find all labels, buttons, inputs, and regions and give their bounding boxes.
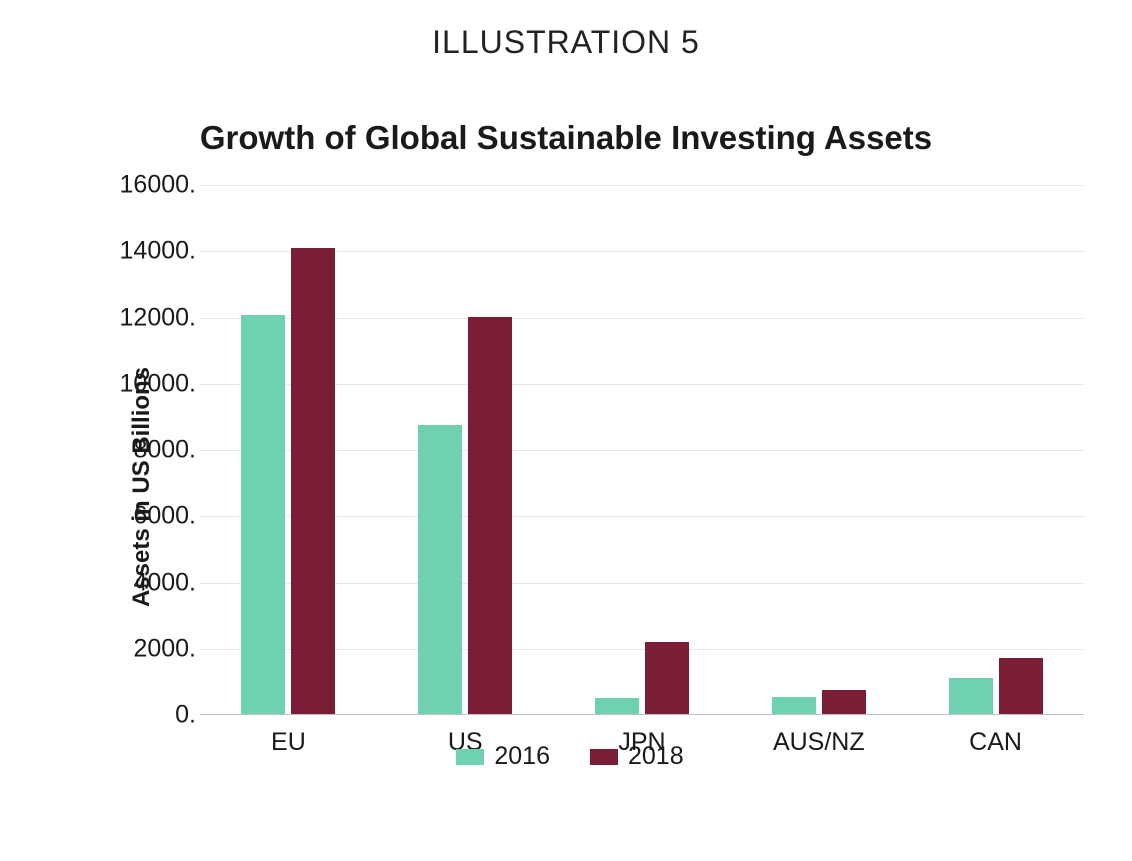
bar (772, 697, 816, 714)
legend: 2016 2018 (40, 742, 1100, 771)
bar (822, 690, 866, 715)
y-tick-label: 12000. (76, 303, 196, 332)
chart-container: Assets in US Billions EUUSJPNAUS/NZCAN 2… (40, 175, 1100, 775)
bar (645, 642, 689, 714)
bar (418, 425, 462, 714)
category-group: AUS/NZ (772, 690, 866, 715)
y-tick-label: 8000. (76, 436, 196, 465)
legend-item: 2016 (456, 742, 550, 771)
category-group: EU (241, 248, 335, 714)
y-tick-label: 10000. (76, 369, 196, 398)
bar (949, 678, 993, 714)
bars-row: EUUS JPN AUS/NZ CAN (200, 185, 1084, 714)
y-tick-label: 2000. (76, 634, 196, 663)
bar (291, 248, 335, 714)
legend-label: 2018 (628, 742, 684, 771)
bar (468, 317, 512, 714)
y-tick-label: 0. (76, 701, 196, 730)
plot-area: EUUS JPN AUS/NZ CAN (200, 185, 1084, 715)
category-group: CAN (949, 658, 1043, 714)
legend-item: 2018 (590, 742, 684, 771)
bar (999, 658, 1043, 714)
category-group: US (418, 317, 512, 714)
chart-title: Growth of Global Sustainable Investing A… (0, 119, 1132, 157)
y-tick-label: 14000. (76, 237, 196, 266)
legend-swatch (456, 749, 484, 765)
y-tick-label: 6000. (76, 502, 196, 531)
category-group: JPN (595, 642, 689, 714)
y-tick-label: 4000. (76, 568, 196, 597)
page-heading: ILLUSTRATION 5 (0, 0, 1132, 61)
legend-swatch (590, 749, 618, 765)
legend-label: 2016 (494, 742, 550, 771)
y-tick-label: 16000. (76, 171, 196, 200)
bar (241, 315, 285, 714)
bar (595, 698, 639, 714)
